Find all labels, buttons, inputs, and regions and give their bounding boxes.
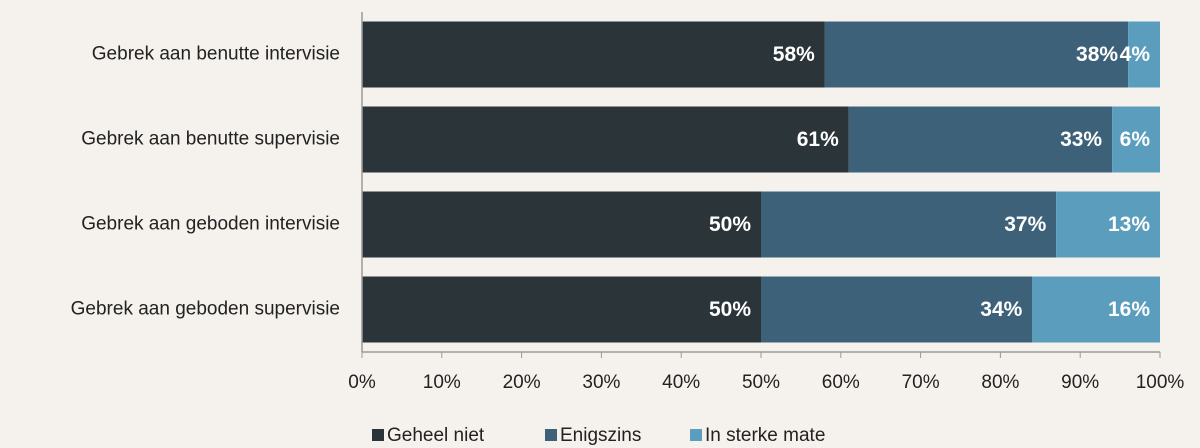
bar-segment <box>362 191 761 258</box>
bar-segment <box>362 276 761 343</box>
category-label: Gebrek aan geboden intervisie <box>81 214 340 235</box>
x-tick-label: 30% <box>582 372 620 393</box>
x-tick-label: 0% <box>348 372 376 393</box>
x-tick-label: 70% <box>902 372 940 393</box>
legend-label: Enigszins <box>560 425 641 446</box>
category-label: Gebrek aan benutte intervisie <box>92 44 340 65</box>
x-tick-label: 20% <box>503 372 541 393</box>
x-tick-label: 60% <box>822 372 860 393</box>
data-label: 4% <box>1120 43 1151 66</box>
bar-segment <box>848 106 1113 173</box>
bar-segment <box>1032 276 1160 343</box>
bar-segment <box>761 276 1033 343</box>
data-label: 16% <box>1108 298 1150 321</box>
bar-segment <box>1056 191 1160 258</box>
category-label: Gebrek aan benutte supervisie <box>81 129 340 150</box>
legend-label: Geheel niet <box>387 425 485 446</box>
x-tick-label: 90% <box>1061 372 1099 393</box>
bar-segment <box>824 21 1129 88</box>
legend-swatch <box>690 429 702 441</box>
x-tick-label: 100% <box>1136 372 1185 393</box>
bar-segment <box>1128 21 1160 88</box>
x-tick-label: 80% <box>981 372 1019 393</box>
x-tick-label: 10% <box>423 372 461 393</box>
data-label: 33% <box>1060 128 1102 151</box>
data-label: 6% <box>1120 128 1151 151</box>
data-label: 58% <box>773 43 815 66</box>
x-tick-label: 50% <box>742 372 780 393</box>
legend-label: In sterke mate <box>705 425 825 446</box>
legend-swatch <box>545 429 557 441</box>
x-tick-label: 40% <box>662 372 700 393</box>
data-label: 34% <box>980 298 1022 321</box>
bar-segment <box>1112 106 1160 173</box>
bar-segment <box>761 191 1057 258</box>
data-label: 61% <box>797 128 839 151</box>
data-label: 50% <box>709 213 751 236</box>
legend-swatch <box>372 429 384 441</box>
bar-segment <box>362 106 849 173</box>
data-label: 50% <box>709 298 751 321</box>
data-label: 37% <box>1004 213 1046 236</box>
data-label: 38% <box>1076 43 1118 66</box>
category-label: Gebrek aan geboden supervisie <box>71 299 340 320</box>
data-label: 13% <box>1108 213 1150 236</box>
bar-segment <box>362 21 825 88</box>
